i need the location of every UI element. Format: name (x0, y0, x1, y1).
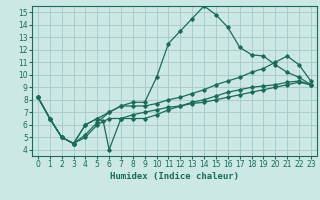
X-axis label: Humidex (Indice chaleur): Humidex (Indice chaleur) (110, 172, 239, 181)
